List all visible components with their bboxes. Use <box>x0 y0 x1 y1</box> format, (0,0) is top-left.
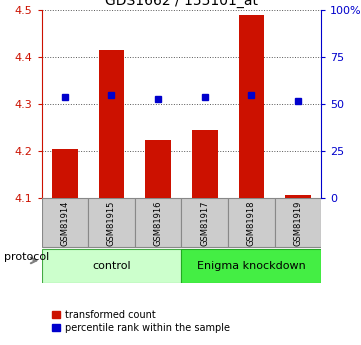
Bar <box>275 198 321 247</box>
Bar <box>52 149 78 198</box>
Bar <box>88 198 135 247</box>
Text: GSM81916: GSM81916 <box>153 200 162 246</box>
Text: protocol: protocol <box>4 252 49 262</box>
Text: GSM81919: GSM81919 <box>293 200 303 246</box>
Bar <box>42 249 182 283</box>
Title: GDS1662 / 155101_at: GDS1662 / 155101_at <box>105 0 258 8</box>
Text: GSM81918: GSM81918 <box>247 200 256 246</box>
Bar <box>145 140 171 198</box>
Text: GSM81914: GSM81914 <box>60 200 69 246</box>
Bar <box>228 198 275 247</box>
Bar <box>285 195 311 198</box>
Text: GSM81915: GSM81915 <box>107 200 116 246</box>
Bar <box>182 198 228 247</box>
Bar <box>239 15 264 198</box>
Legend: transformed count, percentile rank within the sample: transformed count, percentile rank withi… <box>48 306 234 337</box>
Text: GSM81917: GSM81917 <box>200 200 209 246</box>
Text: Enigma knockdown: Enigma knockdown <box>197 261 306 271</box>
Bar <box>42 198 88 247</box>
Bar <box>192 130 218 198</box>
Bar <box>135 198 182 247</box>
Text: control: control <box>92 261 131 271</box>
Bar <box>182 249 321 283</box>
Bar <box>99 50 124 198</box>
